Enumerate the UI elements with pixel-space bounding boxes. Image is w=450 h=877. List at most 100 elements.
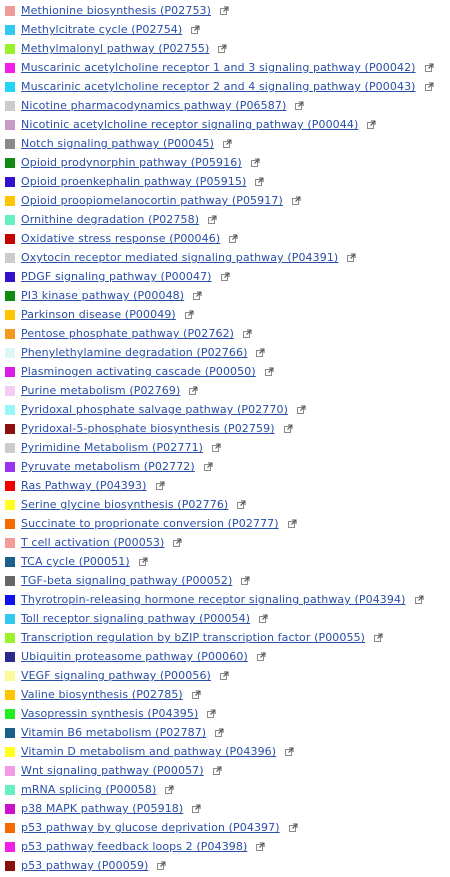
external-link-icon[interactable] [173,538,182,547]
external-link-icon[interactable] [191,25,200,34]
external-link-icon[interactable] [424,63,434,72]
external-link-icon[interactable] [138,557,148,566]
external-link-icon[interactable] [203,462,213,471]
external-link-icon[interactable] [283,424,293,433]
pathway-link[interactable]: Methylcitrate cycle (P02754) [21,23,183,36]
external-link-icon[interactable] [237,500,246,509]
pathway-link[interactable]: PDGF signaling pathway (P00047) [21,270,212,283]
pathway-link[interactable]: Nicotine pharmacodynamics pathway (P0658… [21,99,287,112]
external-link-icon[interactable] [256,652,266,661]
pathway-link[interactable]: PI3 kinase pathway (P00048) [21,289,185,302]
external-link-icon[interactable] [243,329,252,338]
external-link-icon[interactable] [288,823,298,832]
pathway-link[interactable]: p53 pathway (P00059) [21,859,149,872]
external-link-icon[interactable] [212,766,222,775]
external-link-icon[interactable] [259,614,268,623]
pathway-link[interactable]: Succinate to proprionate conversion (P02… [21,517,279,530]
pathway-link[interactable]: Nicotinic acetylcholine receptor signali… [21,118,359,131]
external-link-icon[interactable] [229,234,238,243]
pathway-link[interactable]: p53 pathway by glucose deprivation (P043… [21,821,280,834]
external-link-icon[interactable] [250,158,260,167]
external-link-icon[interactable] [219,671,229,680]
external-link-icon[interactable] [255,177,264,186]
color-swatch [5,62,15,73]
pathway-link[interactable]: Pyruvate metabolism (P02772) [21,460,195,473]
color-swatch [5,727,15,738]
external-link-icon[interactable] [155,481,165,490]
pathway-row: p38 MAPK pathway (P05918) [0,799,450,818]
color-swatch [5,214,15,225]
external-link-icon[interactable] [189,386,198,395]
pathway-link[interactable]: VEGF signaling pathway (P00056) [21,669,211,682]
external-link-icon[interactable] [285,747,294,756]
pathway-link[interactable]: Ornithine degradation (P02758) [21,213,200,226]
external-link-icon[interactable] [256,348,265,357]
external-link-icon[interactable] [424,82,434,91]
pathway-link[interactable]: Valine biosynthesis (P02785) [21,688,183,701]
pathway-link[interactable]: Oxytocin receptor mediated signaling pat… [21,251,339,264]
pathway-link[interactable]: Methionine biosynthesis (P02753) [21,4,212,17]
pathway-link[interactable]: Vasopressin synthesis (P04395) [21,707,199,720]
color-swatch [5,119,15,130]
external-link-icon[interactable] [291,196,301,205]
external-link-icon[interactable] [220,272,230,281]
external-link-icon[interactable] [192,804,201,813]
external-link-icon[interactable] [207,709,216,718]
external-link-icon[interactable] [223,139,232,148]
pathway-link[interactable]: p53 pathway feedback loops 2 (P04398) [21,840,248,853]
pathway-link[interactable]: Purine metabolism (P02769) [21,384,181,397]
pathway-link[interactable]: Vitamin D metabolism and pathway (P04396… [21,745,277,758]
pathway-link[interactable]: Opioid proenkephalin pathway (P05915) [21,175,247,188]
pathway-link[interactable]: Phenylethylamine degradation (P02766) [21,346,248,359]
pathway-link[interactable]: Methylmalonyl pathway (P02755) [21,42,210,55]
external-link-icon[interactable] [367,120,376,129]
external-link-icon[interactable] [212,443,221,452]
pathway-link[interactable]: Plasminogen activating cascade (P00050) [21,365,256,378]
pathway-row: Oxidative stress response (P00046) [0,229,450,248]
external-link-icon[interactable] [220,6,229,15]
pathway-link[interactable]: Ubiquitin proteasome pathway (P00060) [21,650,248,663]
pathway-link[interactable]: Toll receptor signaling pathway (P00054) [21,612,251,625]
pathway-link[interactable]: TCA cycle (P00051) [21,555,130,568]
pathway-link[interactable]: Opioid prodynorphin pathway (P05916) [21,156,242,169]
external-link-icon[interactable] [191,690,201,699]
pathway-link[interactable]: Muscarinic acetylcholine receptor 2 and … [21,80,416,93]
pathway-link[interactable]: Transcription regulation by bZIP transcr… [21,631,366,644]
external-link-icon[interactable] [295,101,304,110]
pathway-link[interactable]: Parkinson disease (P00049) [21,308,176,321]
external-link-icon[interactable] [287,519,297,528]
pathway-link[interactable]: Opioid proopiomelanocortin pathway (P059… [21,194,283,207]
pathway-link[interactable]: Thyrotropin-releasing hormone receptor s… [21,593,406,606]
pathway-link[interactable]: Oxidative stress response (P00046) [21,232,221,245]
pathway-link[interactable]: p38 MAPK pathway (P05918) [21,802,184,815]
external-link-icon[interactable] [256,842,265,851]
pathway-link[interactable]: Ras Pathway (P04393) [21,479,147,492]
pathway-link[interactable]: Pentose phosphate pathway (P02762) [21,327,235,340]
external-link-icon[interactable] [374,633,383,642]
color-swatch [5,252,15,263]
external-link-icon[interactable] [414,595,424,604]
external-link-icon[interactable] [218,44,227,53]
pathway-link[interactable]: Pyrimidine Metabolism (P02771) [21,441,204,454]
pathway-link[interactable]: Muscarinic acetylcholine receptor 1 and … [21,61,416,74]
pathway-link[interactable]: Serine glycine biosynthesis (P02776) [21,498,229,511]
external-link-icon[interactable] [215,728,224,737]
pathway-link[interactable]: mRNA splicing (P00058) [21,783,157,796]
pathway-link[interactable]: T cell activation (P00053) [21,536,165,549]
pathway-link[interactable]: Wnt signaling pathway (P00057) [21,764,204,777]
external-link-icon[interactable] [296,405,306,414]
pathway-link[interactable]: Notch signaling pathway (P00045) [21,137,214,150]
external-link-icon[interactable] [193,291,202,300]
external-link-icon[interactable] [208,215,217,224]
pathway-row: VEGF signaling pathway (P00056) [0,666,450,685]
pathway-link[interactable]: Vitamin B6 metabolism (P02787) [21,726,207,739]
external-link-icon[interactable] [241,576,250,585]
external-link-icon[interactable] [157,861,166,870]
pathway-link[interactable]: Pyridoxal-5-phosphate biosynthesis (P027… [21,422,275,435]
external-link-icon[interactable] [184,310,194,319]
external-link-icon[interactable] [347,253,356,262]
external-link-icon[interactable] [264,367,274,376]
pathway-link[interactable]: TGF-beta signaling pathway (P00052) [21,574,233,587]
external-link-icon[interactable] [165,785,174,794]
pathway-link[interactable]: Pyridoxal phosphate salvage pathway (P02… [21,403,288,416]
